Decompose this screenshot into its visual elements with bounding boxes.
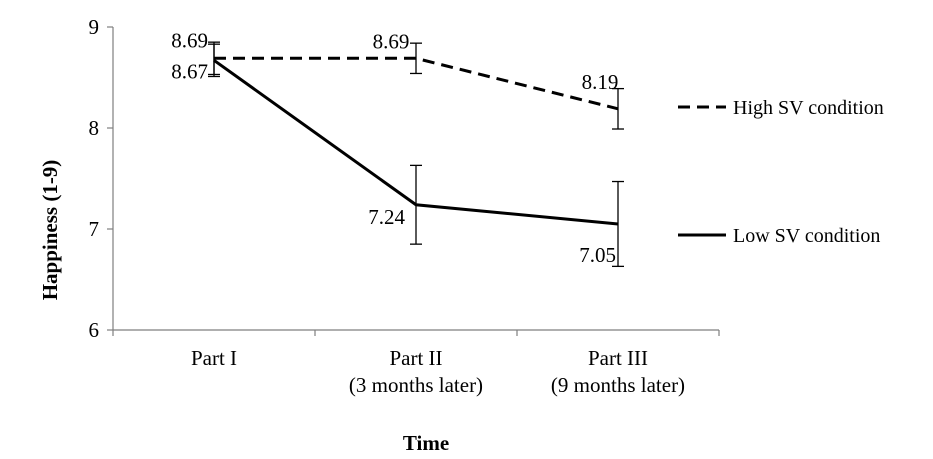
- x-category-label: Part III: [588, 346, 648, 370]
- series-dashed: 8.69 8.69 8.19: [171, 28, 624, 130]
- y-ticks: 6 7 8 9: [89, 15, 113, 342]
- x-category-label: Part I: [191, 346, 237, 370]
- error-bar: [208, 43, 220, 78]
- data-label: 7.05: [579, 243, 616, 267]
- y-tick-label: 8: [89, 116, 100, 140]
- data-label: 8.69: [373, 29, 410, 53]
- data-label: 8.19: [582, 70, 619, 94]
- legend-item-dashed: High SV condition: [678, 97, 884, 119]
- error-bar: [410, 164, 422, 245]
- data-label: 8.69: [171, 28, 208, 52]
- x-category-label: (9 months later): [551, 373, 685, 397]
- legend: High SV condition Low SV condition: [678, 97, 884, 247]
- data-label: 8.67: [171, 59, 208, 83]
- error-bar: [612, 180, 624, 268]
- x-category-label: (3 months later): [349, 373, 483, 397]
- y-tick-label: 9: [89, 15, 100, 39]
- y-tick-label: 7: [89, 217, 100, 241]
- x-ticks: Part I Part II (3 months later) Part III (9 …: [112, 330, 720, 397]
- legend-item-solid: Low SV condition: [678, 225, 880, 247]
- x-category-label: Part II: [389, 346, 442, 370]
- y-axis-title: Happiness (1-9): [38, 160, 62, 301]
- data-label: 7.24: [368, 205, 405, 229]
- series-solid: 8.67 7.24 7.05: [171, 43, 624, 268]
- legend-label: High SV condition: [733, 97, 884, 119]
- error-bar: [410, 42, 422, 75]
- y-tick-label: 6: [89, 318, 100, 342]
- error-bar: [612, 87, 624, 130]
- legend-label: Low SV condition: [733, 225, 880, 247]
- series-layer: 8.69 8.69 8.19 8.67 7.24 7.05: [171, 28, 624, 268]
- x-axis-title: Time: [403, 431, 449, 455]
